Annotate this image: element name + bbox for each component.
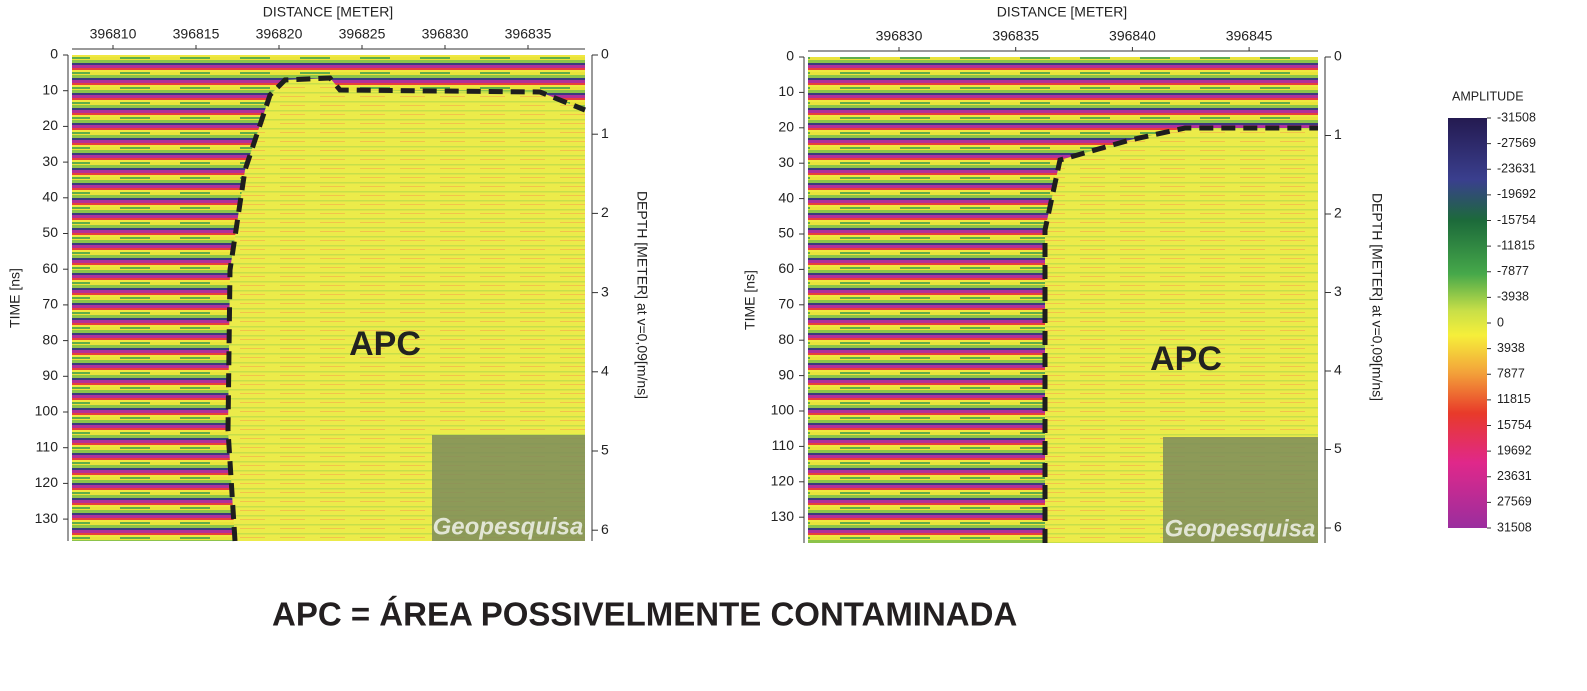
y-tick-label: 50 bbox=[42, 224, 58, 240]
colorbar-tick-label: 27569 bbox=[1497, 495, 1532, 509]
y2-axis-label: DEPTH [METER] at v=0,09[m/ns] bbox=[1369, 193, 1385, 401]
x-tick-label: 396835 bbox=[505, 26, 552, 42]
colorbar-tick-label: 15754 bbox=[1497, 418, 1532, 432]
watermark-box bbox=[432, 435, 585, 541]
y-tick-label: 20 bbox=[778, 119, 794, 135]
x-axis-label: DISTANCE [METER] bbox=[263, 4, 393, 20]
colorbar-tick-label: 23631 bbox=[1497, 469, 1532, 483]
watermark: Geopesquisa bbox=[433, 513, 584, 540]
x-tick-label: 396820 bbox=[256, 26, 303, 42]
y-tick-label: 80 bbox=[778, 331, 794, 347]
y-axis-label: TIME [ns] bbox=[7, 268, 23, 328]
y-tick-label: 130 bbox=[35, 510, 59, 526]
colorbar-tick-label: -19692 bbox=[1497, 187, 1536, 201]
colorbar-tick-label: 31508 bbox=[1497, 520, 1532, 534]
colorbar-tick-label: 0 bbox=[1497, 315, 1504, 329]
colorbar-tick-label: 7877 bbox=[1497, 367, 1525, 381]
y-axis-label: TIME [ns] bbox=[742, 270, 758, 330]
colorbar-tick-label: -7877 bbox=[1497, 264, 1529, 278]
watermark: Geopesquisa bbox=[1165, 515, 1316, 542]
y2-tick-label: 1 bbox=[601, 125, 609, 141]
y2-axis-label: DEPTH [METER] at v=0,09[m/ns] bbox=[634, 191, 650, 399]
y-tick-label: 40 bbox=[42, 189, 58, 205]
y2-tick-label: 0 bbox=[601, 46, 609, 62]
x-tick-label: 396830 bbox=[422, 26, 469, 42]
y-tick-label: 10 bbox=[42, 81, 58, 97]
y-tick-label: 110 bbox=[36, 438, 59, 454]
y-tick-label: 90 bbox=[778, 366, 794, 382]
watermark-box bbox=[1163, 437, 1318, 543]
y-tick-label: 50 bbox=[778, 225, 794, 241]
annotation: APC bbox=[1150, 340, 1222, 378]
x-tick-label: 396825 bbox=[339, 26, 386, 42]
y2-tick-label: 4 bbox=[1334, 362, 1342, 378]
radargram-left: Geopesquisa APC bbox=[72, 55, 586, 542]
y2-tick-label: 3 bbox=[1334, 283, 1342, 299]
y-tick-label: 0 bbox=[786, 48, 794, 64]
y-tick-label: 80 bbox=[42, 331, 58, 347]
y2-tick-label: 2 bbox=[1334, 205, 1342, 221]
radargram-right: Geopesquisa APC bbox=[808, 57, 1318, 543]
y2-tick-label: 6 bbox=[601, 521, 609, 537]
colorbar-tick-label: -3938 bbox=[1497, 290, 1529, 304]
y-tick-label: 100 bbox=[771, 402, 795, 418]
y-tick-label: 90 bbox=[42, 367, 58, 383]
y2-tick-label: 4 bbox=[601, 363, 609, 379]
y2-tick-label: 5 bbox=[601, 442, 609, 458]
y-tick-label: 70 bbox=[42, 296, 58, 312]
y-tick-label: 60 bbox=[42, 260, 58, 276]
boundary-line bbox=[225, 75, 586, 542]
y2-tick-label: 1 bbox=[1334, 126, 1342, 142]
y-tick-label: 120 bbox=[771, 473, 795, 489]
y2-tick-label: 6 bbox=[1334, 519, 1342, 535]
boundary-line bbox=[1042, 125, 1318, 543]
colorbar-tick-label: 3938 bbox=[1497, 341, 1525, 355]
y-tick-label: 0 bbox=[50, 46, 58, 62]
colorbar-title: AMPLITUDE bbox=[1452, 89, 1524, 103]
apc-region bbox=[228, 78, 585, 541]
y-tick-label: 30 bbox=[42, 153, 58, 169]
y2-tick-label: 0 bbox=[1334, 48, 1342, 64]
y2-tick-label: 3 bbox=[601, 283, 609, 299]
y-tick-label: 60 bbox=[778, 260, 794, 276]
colorbar-tick-label: -11815 bbox=[1497, 238, 1535, 252]
x-tick-label: 396835 bbox=[992, 28, 1039, 44]
y-tick-label: 130 bbox=[771, 508, 795, 524]
annotation: APC bbox=[349, 325, 421, 363]
y-tick-label: 100 bbox=[35, 403, 59, 419]
y2-tick-label: 2 bbox=[601, 204, 609, 220]
colorbar-tick-label: -31508 bbox=[1497, 110, 1536, 124]
colorbar-tick-label: -27569 bbox=[1497, 136, 1536, 150]
y-tick-label: 20 bbox=[42, 117, 58, 133]
y-tick-label: 30 bbox=[778, 154, 794, 170]
x-tick-label: 396830 bbox=[876, 28, 923, 44]
x-axis-label: DISTANCE [METER] bbox=[997, 4, 1127, 20]
x-tick-label: 396840 bbox=[1109, 28, 1156, 44]
y-tick-label: 110 bbox=[772, 437, 795, 453]
y2-tick-label: 5 bbox=[1334, 440, 1342, 456]
y-tick-label: 120 bbox=[35, 474, 59, 490]
y-tick-label: 70 bbox=[778, 296, 794, 312]
colorbar bbox=[1448, 118, 1487, 528]
x-tick-label: 396810 bbox=[90, 26, 137, 42]
y-tick-label: 40 bbox=[778, 189, 794, 205]
colorbar-tick-label: 11815 bbox=[1497, 392, 1531, 406]
x-tick-label: 396845 bbox=[1226, 28, 1273, 44]
x-tick-label: 396815 bbox=[173, 26, 220, 42]
colorbar-tick-label: -15754 bbox=[1497, 213, 1536, 227]
caption: APC = ÁREA POSSIVELMENTE CONTAMINADA bbox=[272, 596, 1017, 633]
colorbar-tick-label: -23631 bbox=[1497, 162, 1536, 176]
y-tick-label: 10 bbox=[778, 83, 794, 99]
colorbar-tick-label: 19692 bbox=[1497, 443, 1532, 457]
